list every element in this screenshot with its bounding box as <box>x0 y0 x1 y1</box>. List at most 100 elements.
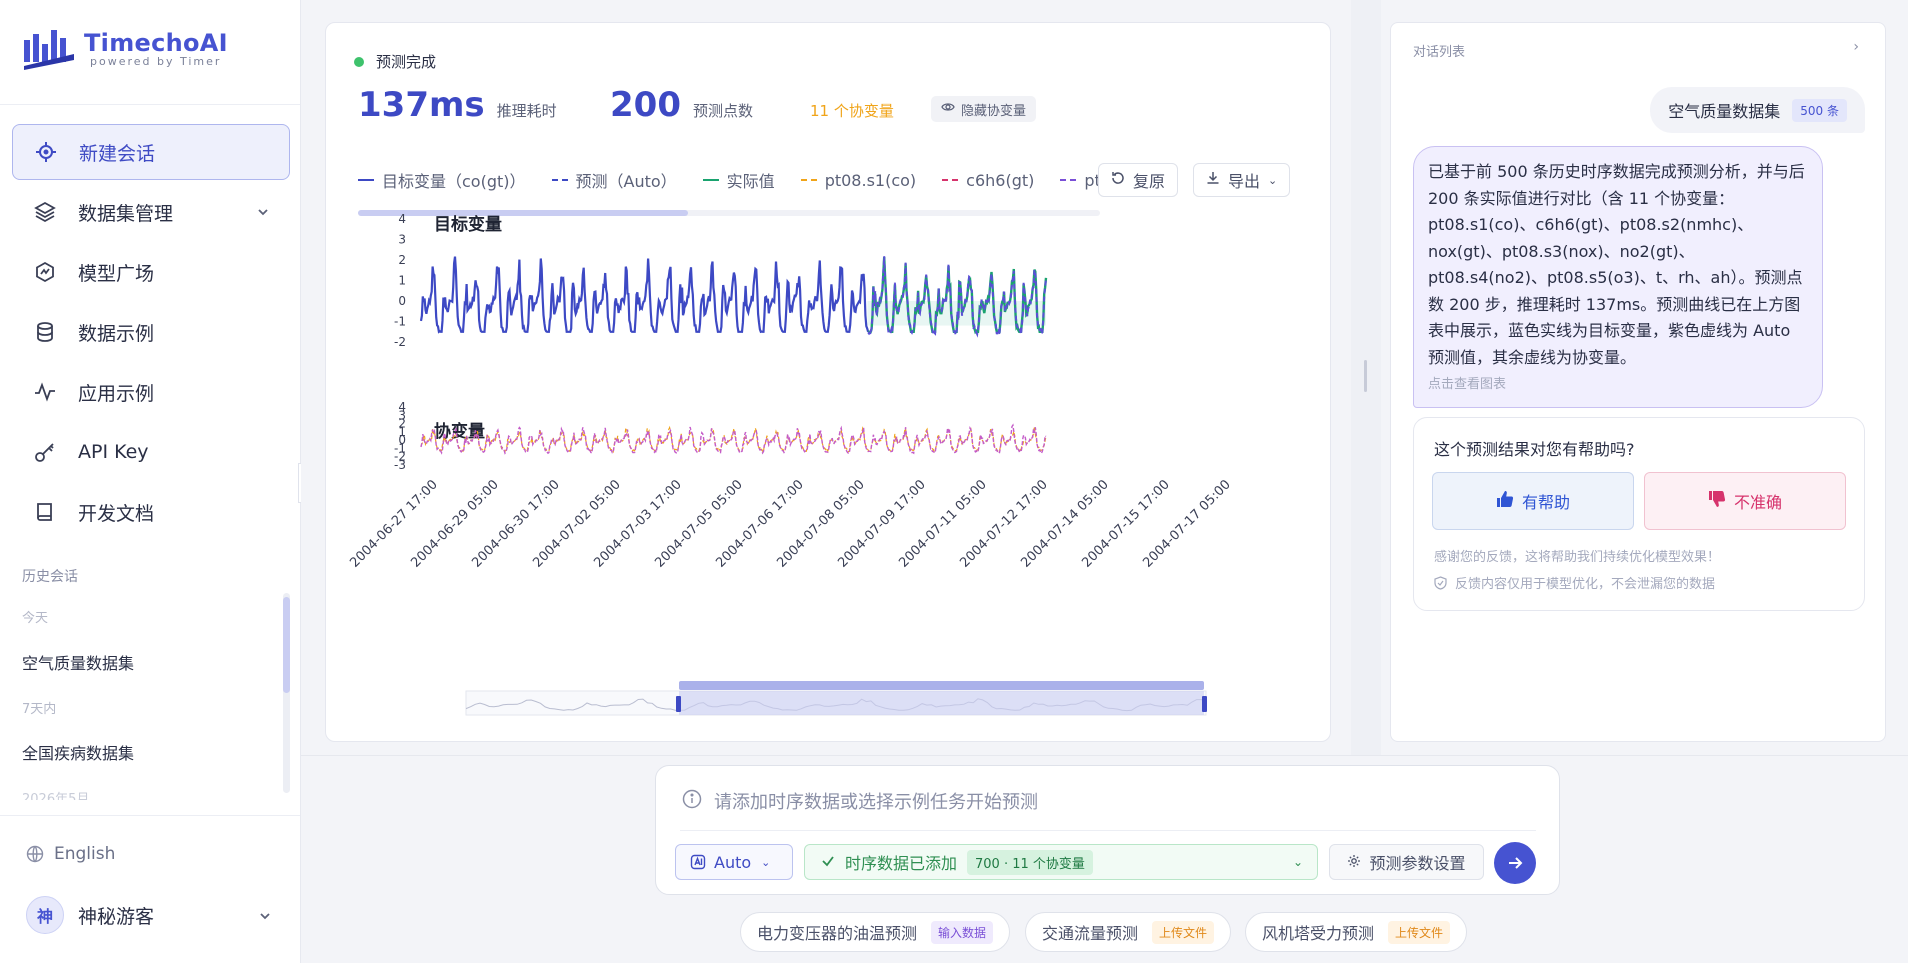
brand[interactable]: TimechoAI powered by Timer <box>22 26 228 70</box>
example-chip-transformer[interactable]: 电力变压器的油温预测 输入数据 <box>740 912 1011 952</box>
database-icon <box>32 319 58 345</box>
y-tick-label: -2 <box>394 450 406 464</box>
series-covariate-line <box>420 423 1047 455</box>
nav-dev-docs[interactable]: 开发文档 <box>12 484 290 540</box>
example-tag: 上传文件 <box>1152 920 1215 944</box>
latency-value: 137ms <box>358 85 485 125</box>
sidebar: TimechoAI powered by Timer 新建会话 数据集管理 模型… <box>0 0 301 963</box>
forecast-params-button[interactable]: 预测参数设置 <box>1329 844 1484 880</box>
feedback-card: 这个预测结果对您有帮助吗? 有帮助 不准确 感谢您的反馈，这将帮助我们持续优化模… <box>1413 417 1865 611</box>
example-label: 交通流量预测 <box>1042 924 1139 943</box>
divider <box>0 104 300 105</box>
legend-swatch <box>358 179 374 181</box>
zoom-handle-right[interactable] <box>1202 696 1207 712</box>
nav-data-examples[interactable]: 数据示例 <box>12 304 290 360</box>
y-tick-label: 1 <box>398 274 406 288</box>
legend-label: c6h6(gt) <box>966 170 1035 190</box>
thumbs-down-icon <box>1708 490 1726 512</box>
history-scroll-track[interactable] <box>283 593 290 793</box>
hide-covariates-button[interactable]: 隐藏协变量 <box>931 96 1037 122</box>
data-status: 时序数据已添加 <box>845 854 958 873</box>
info-icon <box>682 789 702 814</box>
legend-item[interactable]: c6h6(gt) <box>942 171 1034 190</box>
arrow-right-icon <box>1509 857 1523 869</box>
example-chip-traffic[interactable]: 交通流量预测 上传文件 <box>1025 912 1232 952</box>
y-tick-label: 3 <box>398 408 406 422</box>
legend-item[interactable]: 目标变量（co(gt)） <box>358 168 526 192</box>
prompt-placeholder: 请添加时序数据或选择示例任务开始预测 <box>714 792 1038 813</box>
chart-legend: 目标变量（co(gt)） 预测（Auto） 实际值 pt08.s1(co) c6… <box>358 166 1100 194</box>
restore-button[interactable]: 复原 <box>1098 163 1179 197</box>
status-text: 预测完成 <box>376 53 437 71</box>
nav-label: API Key <box>78 441 149 463</box>
nav-label: 数据示例 <box>78 322 155 345</box>
nav-new-session[interactable]: 新建会话 <box>12 124 290 180</box>
example-label: 电力变压器的油温预测 <box>757 924 918 943</box>
crosshair-icon <box>33 139 59 165</box>
panel-title: 目标变量 <box>434 214 502 234</box>
timecho-logo-icon <box>24 30 74 70</box>
nav-api-key[interactable]: API Key <box>12 424 290 480</box>
export-button[interactable]: 导出 ⌄ <box>1193 163 1291 197</box>
legend-swatch <box>800 179 817 181</box>
globe-icon <box>26 845 44 863</box>
inaccurate-button[interactable]: 不准确 <box>1644 472 1846 530</box>
chevron-down-icon: ⌄ <box>761 855 771 869</box>
history-item-air-quality[interactable]: 空气质量数据集 <box>22 654 135 673</box>
layers-icon <box>32 199 58 225</box>
restore-label: 复原 <box>1133 172 1166 191</box>
forecast-card: 预测完成 137ms 推理耗时 200 预测点数 11 个协变量 隐藏协变量 目… <box>325 22 1331 742</box>
y-tick-label: 1 <box>398 425 406 439</box>
y-tick-label: 2 <box>398 253 406 267</box>
data-selector[interactable]: 时序数据已添加 700 · 11 个协变量 ⌄ <box>804 844 1318 880</box>
history-title: 历史会话 <box>22 569 78 585</box>
model-select[interactable]: Auto ⌄ <box>675 844 793 880</box>
gear-icon <box>1347 853 1361 872</box>
chevron-right-icon[interactable]: › <box>1853 39 1859 55</box>
forecast-params-label: 预测参数设置 <box>1369 854 1466 873</box>
chat-header: 对话列表 <box>1413 45 1466 60</box>
panel-title: 协变量 <box>434 421 485 442</box>
status-dot <box>354 56 364 67</box>
forecast-status: 预测完成 <box>354 51 436 72</box>
zoom-window[interactable] <box>679 691 1204 715</box>
nav-dataset-management[interactable]: 数据集管理 <box>12 184 290 240</box>
view-chart-link[interactable]: 点击查看图表 <box>1428 377 1507 392</box>
nav-model-plaza[interactable]: 模型广场 <box>12 244 290 300</box>
example-tag: 上传文件 <box>1388 920 1451 944</box>
helpful-button[interactable]: 有帮助 <box>1432 472 1634 530</box>
main-nav: 新建会话 数据集管理 模型广场 数据示例 <box>12 124 290 544</box>
legend-scroll-track[interactable] <box>358 210 1100 216</box>
nav-app-examples[interactable]: 应用示例 <box>12 364 290 420</box>
series-target-line <box>419 256 870 334</box>
avatar: 神 <box>26 896 64 934</box>
brand-tagline: powered by Timer <box>90 54 222 68</box>
divider <box>301 755 1908 756</box>
download-icon <box>1206 171 1220 189</box>
splitter-handle[interactable] <box>1364 360 1367 392</box>
chevron-down-icon: ⌄ <box>1292 855 1303 869</box>
send-button[interactable] <box>1494 842 1536 884</box>
prompt-input[interactable]: 请添加时序数据或选择示例任务开始预测 <box>682 788 1038 814</box>
legend-item[interactable]: pt08.s1(co) <box>800 171 916 190</box>
example-chip-wind-turbine[interactable]: 风机塔受力预测 上传文件 <box>1245 912 1468 952</box>
user-menu[interactable]: 神 神秘游客 <box>26 896 278 934</box>
legend-label: 实际值 <box>726 172 775 191</box>
history-item-disease[interactable]: 全国疾病数据集 <box>22 744 135 763</box>
eye-icon <box>941 100 955 118</box>
legend-item[interactable]: 实际值 <box>702 168 775 192</box>
language-switch[interactable]: English <box>26 844 115 864</box>
legend-item[interactable]: pt08.s <box>1060 171 1100 190</box>
zoom-handle-left[interactable] <box>676 696 681 712</box>
legend-scrollbar[interactable] <box>358 210 688 216</box>
history-scrollbar[interactable] <box>283 597 290 693</box>
nav-label: 新建会话 <box>79 142 156 165</box>
y-tick-label: -2 <box>394 335 406 349</box>
chat-panel: 对话列表 › 空气质量数据集 500 条 已基于前 500 条历史时序数据完成预… <box>1390 22 1886 742</box>
model-select-value: Auto <box>714 852 752 872</box>
legend-item[interactable]: 预测（Auto） <box>551 168 677 192</box>
chevron-down-icon: ⌄ <box>1268 173 1278 187</box>
helpful-label: 有帮助 <box>1521 493 1570 512</box>
legend-swatch <box>942 179 959 181</box>
